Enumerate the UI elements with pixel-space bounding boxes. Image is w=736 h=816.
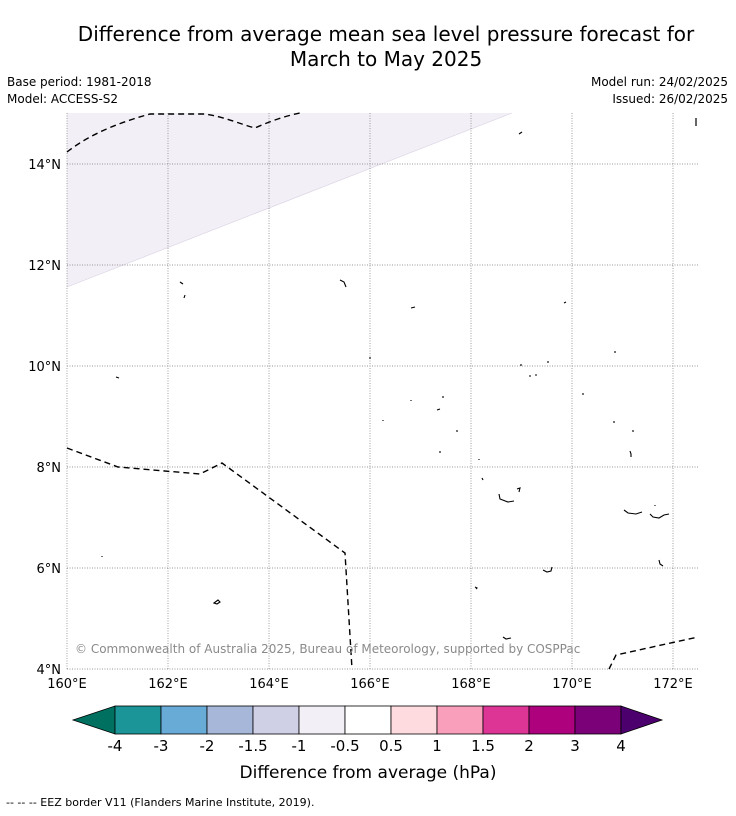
eez-border-southeast <box>608 636 699 670</box>
island-outline <box>542 566 553 573</box>
longitude-label: 170°E <box>552 677 592 692</box>
eez-border-central <box>66 447 353 670</box>
colorbar-tick-label: -1 <box>292 737 307 755</box>
island-outline <box>339 279 347 288</box>
island-outline <box>498 493 515 503</box>
colorbar-extend-high <box>620 705 664 735</box>
island-outline <box>563 301 567 304</box>
longitude-label: 172°E <box>653 677 693 692</box>
island-outline <box>649 513 670 519</box>
latitude-labels: 4°N 6°N 8°N 10°N 12°N 14°N <box>28 158 61 678</box>
colorbar-segment <box>344 705 392 735</box>
map-panel: © Commonwealth of Australia 2025, Bureau… <box>66 112 699 670</box>
title-line-1: Difference from average mean sea level p… <box>77 22 695 46</box>
longitude-label: 164°E <box>249 677 289 692</box>
colorbar-tick-label: -1.5 <box>238 737 267 755</box>
colorbar-segment <box>482 705 530 735</box>
island-outline <box>481 477 484 481</box>
longitude-label: 166°E <box>350 677 390 692</box>
colorbar-segment <box>528 705 576 735</box>
longitude-label: 162°E <box>148 677 188 692</box>
island-outline <box>474 586 478 590</box>
latitude-label: 14°N <box>28 158 61 173</box>
eez-footnote: -- -- -- EEZ border V11 (Flanders Marine… <box>6 796 315 809</box>
colorbar-tick-label: 4 <box>616 737 626 755</box>
island-outline <box>529 374 537 377</box>
colorbar-segment <box>390 705 438 735</box>
meta-right: Model run: 24/02/2025 Issued: 26/02/2025 <box>591 74 728 108</box>
colorbar-tick-label: 0.5 <box>379 737 403 755</box>
island-outline <box>623 509 643 515</box>
island-outline <box>658 559 664 567</box>
colorbar-segment <box>114 705 162 735</box>
base-period: Base period: 1981-2018 <box>7 75 152 89</box>
colorbar-tick-label: 3 <box>570 737 580 755</box>
model-run: Model run: 24/02/2025 <box>590 75 728 89</box>
latitude-label: 8°N <box>37 461 62 476</box>
island-outline <box>183 294 186 299</box>
chart-title: Difference from average mean sea level p… <box>0 22 736 72</box>
island-outline <box>518 131 523 135</box>
longitude-label: 160°E <box>47 677 87 692</box>
island-outline <box>502 636 512 640</box>
island-outline <box>179 281 184 285</box>
island-outlines <box>101 131 670 640</box>
longitude-labels: 160°E 162°E 164°E 166°E 168°E 170°E 172°E <box>47 677 693 692</box>
island-outline <box>436 408 441 411</box>
island-outline <box>629 450 632 457</box>
latitude-label: 6°N <box>37 562 62 577</box>
island-outline <box>212 599 221 605</box>
colorbar-segment <box>252 705 300 735</box>
island-outline <box>115 376 120 379</box>
colorbar-tick-label: 1.5 <box>471 737 495 755</box>
colorbar-extend-low <box>71 705 116 735</box>
meta-left: Base period: 1981-2018 Model: ACCESS-S2 <box>7 74 152 108</box>
colorbar-tick-label: -0.5 <box>330 737 359 755</box>
longitude-label: 168°E <box>451 677 491 692</box>
colorbar-segment <box>574 705 622 735</box>
copyright-notice: © Commonwealth of Australia 2025, Bureau… <box>75 642 580 656</box>
colorbar-segment <box>298 705 346 735</box>
model-name: Model: ACCESS-S2 <box>7 92 119 106</box>
colorbar: -4 -3 -2 -1.5 -1 -0.5 0.5 1 1.5 2 3 4 <box>71 705 664 755</box>
colorbar-segment <box>160 705 208 735</box>
eez-border-north <box>66 112 301 153</box>
island-outline <box>516 487 521 493</box>
colorbar-tick-label: -2 <box>200 737 215 755</box>
colorbar-tick-label: -3 <box>154 737 169 755</box>
colorbar-tick-label: 2 <box>524 737 534 755</box>
island-outline <box>410 306 416 309</box>
colorbar-axis-label: Difference from average (hPa) <box>240 763 497 783</box>
colorbar-tick-label: -4 <box>108 737 123 755</box>
latitude-label: 4°N <box>37 663 62 678</box>
issued-date: Issued: 26/02/2025 <box>612 92 728 106</box>
shaded-region-edge <box>66 112 513 288</box>
eez-borders <box>66 112 699 670</box>
colorbar-segment <box>206 705 254 735</box>
gridlines <box>66 113 698 670</box>
colorbar-segment <box>436 705 484 735</box>
latitude-label: 10°N <box>28 360 61 375</box>
title-line-2: March to May 2025 <box>289 47 483 71</box>
latitude-label: 12°N <box>28 259 61 274</box>
colorbar-tick-label: 1 <box>432 737 442 755</box>
